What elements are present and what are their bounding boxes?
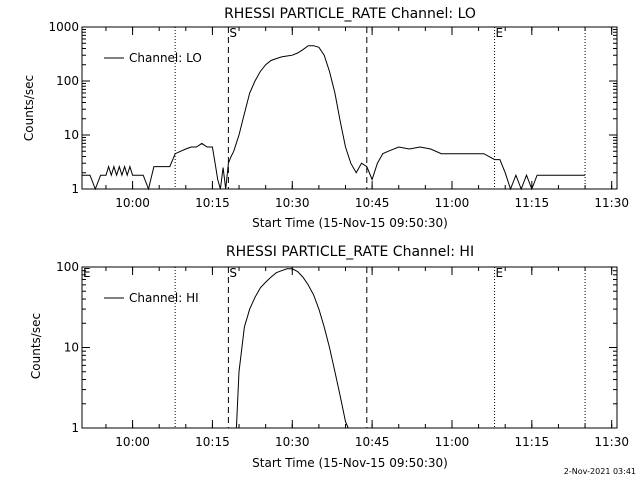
x-tick-label: 10:45 [355, 196, 390, 210]
y-axis-label: Counts/sec [29, 313, 43, 379]
y-axis-label: Counts/sec [22, 75, 36, 141]
x-tick-label: 10:00 [115, 435, 150, 449]
y-tick-label: 10 [64, 341, 79, 355]
legend-label: Channel: HI [129, 291, 199, 305]
chart-title: RHESSI PARTICLE_RATE Channel: HI [226, 244, 474, 260]
x-tick-label: 11:00 [435, 196, 470, 210]
x-tick-label: 10:00 [115, 196, 150, 210]
y-tick-label: 100 [56, 74, 79, 88]
x-tick-label: 10:30 [275, 435, 310, 449]
y-tick-label: 100 [56, 260, 79, 274]
x-tick-label: 10:30 [275, 196, 310, 210]
x-tick-label: 11:15 [515, 196, 550, 210]
x-tick-label: 10:15 [195, 435, 230, 449]
legend-label: Channel: LO [129, 51, 202, 65]
time-marker-label: E [496, 266, 504, 280]
x-tick-label: 11:30 [594, 196, 629, 210]
time-marker-label: E [496, 26, 504, 40]
x-axis-label: Start Time (15-Nov-15 09:50:30) [252, 216, 448, 230]
time-marker-label: E [83, 266, 91, 280]
x-tick-label: 11:15 [515, 435, 550, 449]
x-tick-label: 11:30 [594, 435, 629, 449]
y-tick-label: 1 [71, 182, 79, 196]
y-tick-label: 10 [64, 128, 79, 142]
timestamp: 2-Nov-2021 03:41 [564, 467, 636, 476]
x-tick-label: 11:00 [435, 435, 470, 449]
chart-title: RHESSI PARTICLE_RATE Channel: LO [224, 6, 476, 22]
time-marker-label: S [229, 26, 237, 40]
y-tick-label: 1000 [48, 20, 79, 34]
x-axis-label: Start Time (15-Nov-15 09:50:30) [252, 456, 448, 470]
x-tick-label: 10:45 [355, 435, 390, 449]
time-marker-label: S [229, 266, 237, 280]
x-tick-label: 10:15 [195, 196, 230, 210]
y-tick-label: 1 [71, 421, 79, 435]
